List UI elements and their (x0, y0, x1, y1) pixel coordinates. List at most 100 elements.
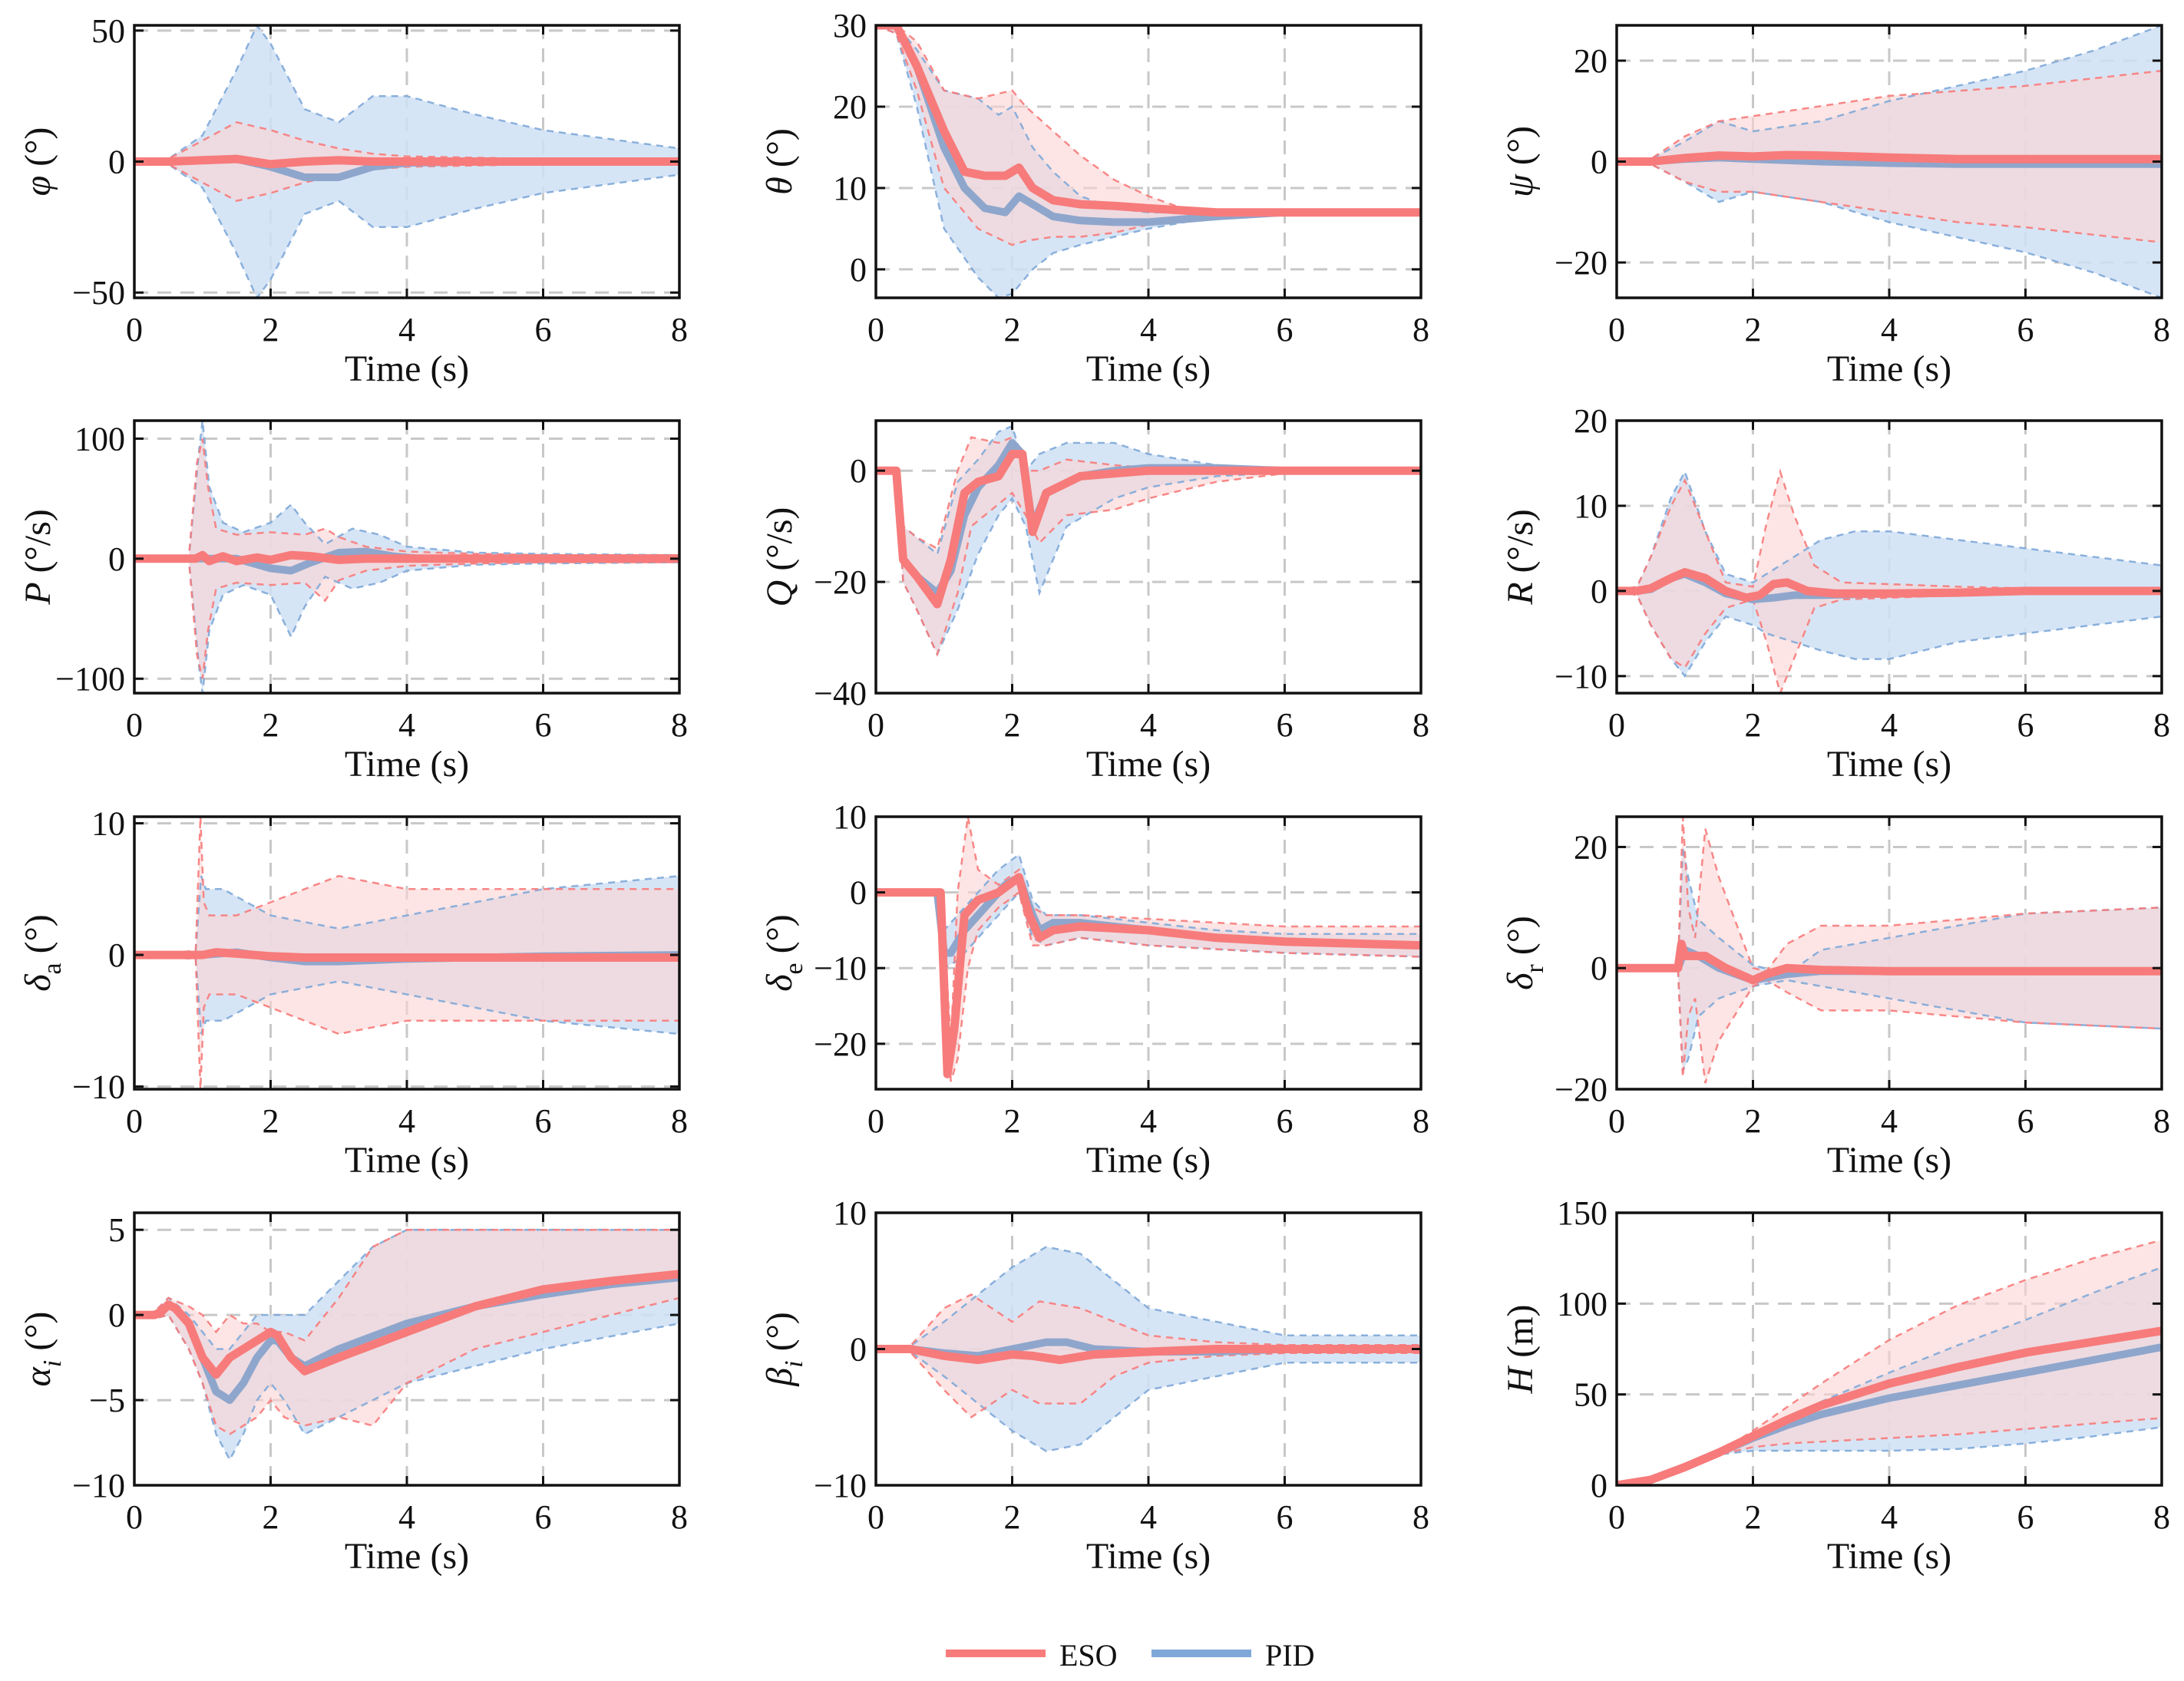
y-tick-label: −5 (89, 1382, 125, 1419)
x-tick-label: 2 (1004, 1498, 1021, 1536)
band-edge-upper-eso (134, 1228, 679, 1342)
y-axis-label: P (°/s) (18, 509, 58, 606)
subplot-Q: 0 2 4 6 8 −40 −20 0 Time (s) Q (°/s) (759, 419, 1429, 784)
x-tick-label: 8 (671, 311, 688, 348)
y-axis-symbol: δ (1500, 973, 1541, 990)
y-tick-label: 20 (833, 88, 867, 126)
y-axis-symbol: θ (759, 177, 800, 195)
y-tick-label: 0 (850, 1331, 867, 1369)
x-tick-label: 4 (398, 1102, 415, 1140)
y-tick-label: 30 (833, 7, 867, 45)
x-tick-label: 4 (1881, 311, 1898, 348)
x-tick-label: 0 (1608, 1498, 1625, 1536)
band-edge-lower-pid (1617, 590, 2162, 678)
x-tick-label: 8 (1412, 311, 1429, 348)
y-tick-label: −20 (1555, 1071, 1607, 1108)
x-tick-label: 0 (1608, 1102, 1625, 1140)
y-axis-unit: (°) (18, 914, 58, 963)
x-tick-label: 6 (535, 706, 552, 744)
y-tick-label: 20 (1574, 828, 1607, 866)
x-axis-label: Time (s) (1086, 1140, 1211, 1181)
y-tick-label: 50 (1574, 1376, 1607, 1414)
x-tick-label: 2 (1004, 311, 1021, 348)
x-tick-label: 8 (2153, 706, 2170, 744)
x-tick-label: 6 (1277, 1102, 1294, 1140)
x-tick-label: 8 (671, 1102, 688, 1140)
band-edge-lower-eso (1617, 590, 2162, 693)
y-tick-label: 20 (1574, 42, 1607, 80)
band-edge-lower-eso (1617, 160, 2162, 243)
band-edge-upper-pid (876, 853, 1421, 936)
line-eso (876, 873, 1421, 1078)
line-eso (134, 948, 679, 962)
series-layer (134, 421, 679, 693)
line-eso (134, 154, 679, 169)
y-axis-symbol: Q (759, 580, 800, 607)
y-axis-label: δe (°) (759, 914, 808, 992)
line-eso (1617, 940, 2162, 985)
band-edge-upper-eso (134, 121, 679, 163)
x-tick-label: 2 (1004, 1102, 1021, 1140)
x-tick-label: 2 (1745, 1102, 1762, 1140)
x-axis-label: Time (s) (345, 1536, 469, 1577)
y-axis-subscript: r (1521, 964, 1549, 973)
x-tick-label: 4 (398, 706, 415, 744)
y-axis-unit: (°) (759, 914, 800, 963)
y-tick-label: −10 (1555, 658, 1607, 695)
band-edge-lower-eso (876, 469, 1421, 657)
series-layer (134, 25, 679, 298)
y-axis-symbol: δ (759, 974, 800, 992)
y-tick-label: 0 (108, 1296, 125, 1334)
x-tick-label: 0 (126, 1498, 143, 1536)
y-tick-label: 0 (108, 540, 125, 578)
y-axis-subscript: i (780, 1360, 808, 1367)
x-tick-label: 8 (671, 1498, 688, 1536)
band-eso (1617, 817, 2162, 1084)
y-tick-label: 10 (833, 1194, 867, 1232)
y-axis-subscript: i (38, 1360, 67, 1367)
y-tick-label: 50 (91, 12, 125, 50)
band-edge-lower-eso (134, 557, 679, 679)
line-eso (1617, 150, 2162, 166)
band-eso (876, 25, 1421, 246)
y-axis-symbol: P (18, 582, 58, 605)
band-edge-lower-eso (134, 1296, 679, 1435)
band-pid (1617, 471, 2162, 676)
x-tick-label: 4 (1140, 311, 1157, 348)
x-tick-label: 0 (126, 706, 143, 744)
line-eso (1617, 568, 2162, 603)
band-edge-lower-pid (134, 557, 679, 693)
x-tick-label: 0 (867, 1498, 884, 1536)
x-tick-label: 2 (263, 1102, 279, 1140)
band-edge-upper-eso (134, 817, 679, 956)
x-tick-label: 4 (1881, 706, 1898, 744)
x-tick-label: 8 (2153, 1102, 2170, 1140)
y-axis-unit: (°/s) (759, 507, 800, 580)
y-tick-label: 0 (1591, 949, 1607, 987)
line-eso (876, 1345, 1421, 1365)
line-eso (876, 450, 1421, 609)
x-axis-label: Time (s) (1086, 744, 1211, 784)
y-tick-label: 150 (1557, 1194, 1607, 1232)
x-axis-label: Time (s) (345, 744, 469, 784)
band-edge-upper-pid (1617, 847, 2162, 976)
x-tick-label: 2 (263, 311, 279, 348)
x-axis-label: Time (s) (1827, 348, 1951, 389)
x-tick-label: 4 (1140, 1102, 1157, 1140)
y-axis-label: ψ (°) (1500, 126, 1541, 197)
y-axis-unit: (m) (1500, 1305, 1541, 1367)
y-axis-symbol: ψ (1500, 173, 1541, 197)
y-axis-label: βi (°) (759, 1312, 808, 1387)
x-tick-label: 6 (1277, 706, 1294, 744)
x-tick-label: 4 (1881, 1102, 1898, 1140)
ticks: 0 2 4 6 8 −40 −20 0 (814, 421, 1429, 744)
y-axis-subscript: e (780, 963, 808, 974)
y-tick-label: −10 (814, 1467, 867, 1504)
